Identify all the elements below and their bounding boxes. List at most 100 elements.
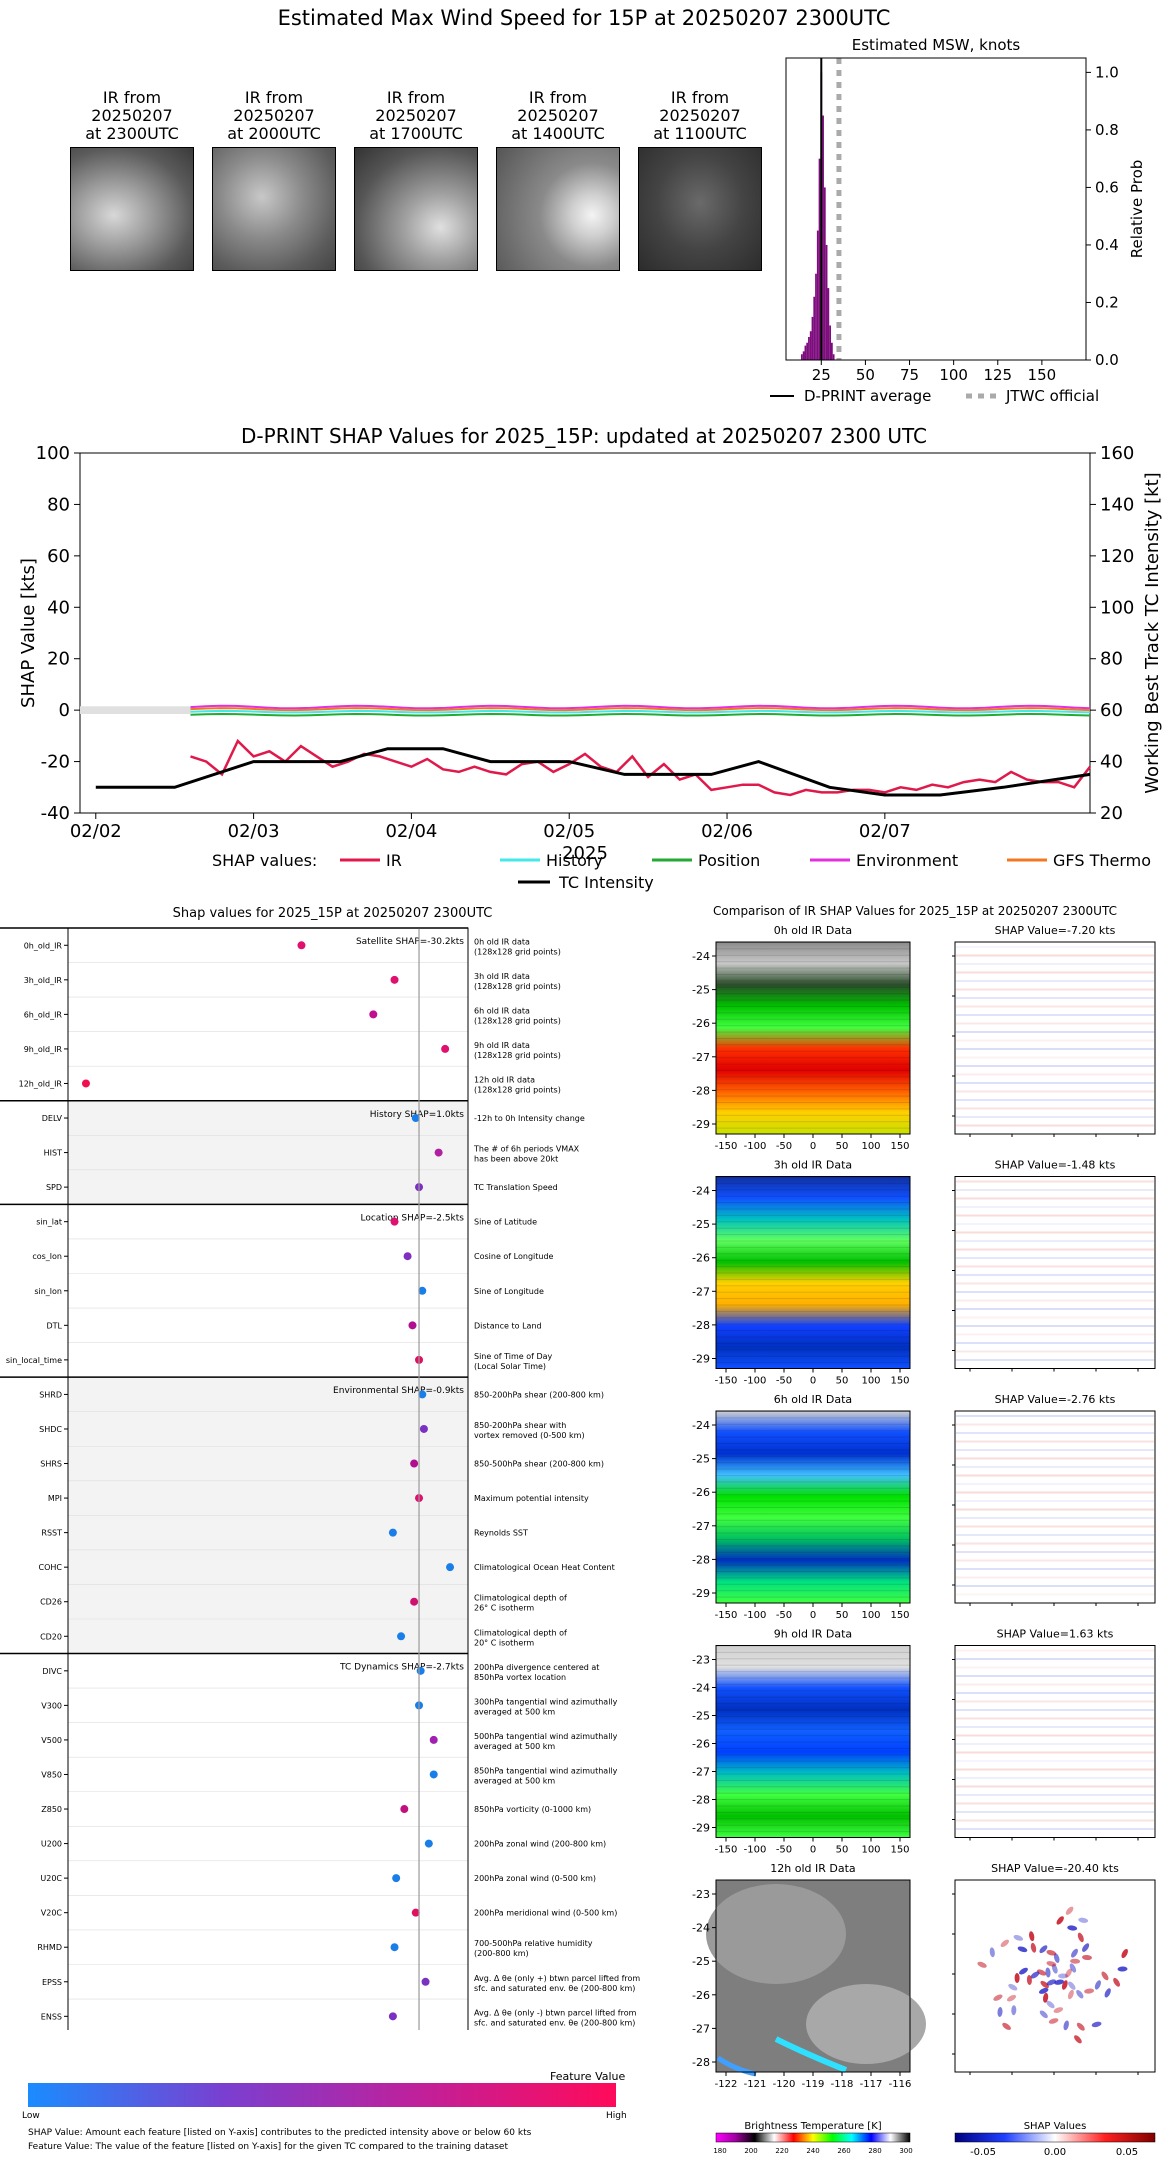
feature-shap-point [429, 1735, 438, 1744]
ts-legend-label: GFS Thermo [1053, 851, 1151, 870]
ir-data-stripe [716, 1208, 910, 1210]
shap-stripe [956, 1551, 1154, 1553]
footnote-shap: SHAP Value: Amount each feature [listed … [28, 2128, 532, 2138]
shap-stripe [956, 1039, 1154, 1042]
feature-label: Z850 [41, 1805, 62, 1814]
shap-blob [1117, 1966, 1128, 1972]
shap-blob [1056, 1916, 1064, 1925]
ir-data-stripe [716, 1044, 910, 1046]
environment-line [190, 704, 1091, 710]
shap-stripe [956, 1828, 1154, 1830]
msw-bar [802, 351, 805, 360]
ir-xtick-label: -150 [715, 1845, 738, 1856]
ir-thumbnail-image [496, 147, 620, 271]
shap-colorbar-tick: 0.05 [1116, 2147, 1138, 2158]
ir-data-stripe [716, 948, 910, 950]
ir-data-stripe [716, 1102, 910, 1103]
shap-blob [989, 1947, 995, 1958]
ir-data-stripe [716, 1831, 910, 1833]
ir-data-stripe [716, 1487, 910, 1489]
ir-ytick-label: -25 [692, 1710, 710, 1723]
ir-data-stripe [716, 1070, 910, 1071]
shap-stripe [956, 1802, 1154, 1805]
shap-stripe [956, 980, 1154, 982]
feature-frame [67, 927, 469, 2030]
ir-thumb-caption: 20250207 [375, 106, 457, 125]
feature-description: 850hPa vortex location [474, 1673, 566, 1682]
shap-stripe [956, 1231, 1154, 1234]
feature-shap-point [424, 1839, 433, 1848]
ir-data-stripe [716, 967, 910, 969]
ir-data-stripe [716, 1754, 910, 1756]
ir-data-stripe [716, 1551, 910, 1553]
shap-blob [1038, 1987, 1049, 1994]
feature-description: The # of 6h periods VMAX [473, 1145, 580, 1154]
ir-thumb-caption: 20250207 [233, 106, 315, 125]
feature-label: U200 [41, 1840, 62, 1849]
msw-ylabel: Relative Prob [1128, 160, 1146, 259]
ir-ytick-label: -28 [692, 1084, 710, 1097]
shap-stripe [956, 1568, 1154, 1570]
ts-y2tick-label: 160 [1100, 443, 1134, 464]
feature-label: HIST [44, 1149, 62, 1158]
msw-bar [829, 325, 831, 360]
ts-legend-label: Environment [856, 851, 958, 870]
shap-stripe [956, 1717, 1154, 1720]
feature-label: CD26 [40, 1598, 62, 1607]
feature-description: Climatological Ocean Heat Content [474, 1563, 615, 1572]
feature-shap-point [434, 1148, 443, 1157]
ir-data-stripe [716, 1121, 910, 1123]
feature-description: 26° C isotherm [474, 1604, 534, 1613]
ir-xtick-label: -119 [802, 2079, 825, 2090]
ir-data-stripe [716, 1278, 910, 1280]
feature-description: (Local Solar Time) [474, 1362, 546, 1371]
ir-data-stripe [716, 1455, 910, 1457]
ir-data-stripe [716, 1767, 910, 1769]
msw-xtick-label: 75 [900, 366, 919, 384]
ir-data-stripe [716, 1417, 910, 1419]
shap-stripe [956, 1709, 1154, 1711]
msw-ytick-label: 0.2 [1095, 293, 1119, 311]
ir-data-stripe [716, 1596, 910, 1598]
shap-stripe [956, 1214, 1154, 1217]
shap-stripe [956, 1342, 1154, 1344]
legend-dprint-label: D-PRINT average [804, 387, 931, 405]
ir-xtick-label: 50 [836, 1141, 849, 1152]
ir-data-stripe [716, 1012, 910, 1014]
ir-thumbnail-image [638, 147, 762, 271]
ir-compare-title: Comparison of IR SHAP Values for 2025_15… [713, 904, 1117, 918]
feature-shap-point [441, 1044, 450, 1053]
ir-data-stripe [716, 1571, 910, 1572]
feature-label: 12h_old_IR [19, 1079, 63, 1088]
msw-bar [801, 354, 803, 360]
ir-thumb-caption: IR from [386, 88, 446, 107]
ir-data-stripe [716, 1481, 910, 1483]
shap-colorbar-label: SHAP Values [1024, 2121, 1087, 2132]
ir-xtick-label: 50 [836, 1610, 849, 1621]
shap-stripe [956, 1014, 1154, 1016]
ts-ytick-label: 20 [47, 649, 70, 670]
ir-xtick-label: 50 [836, 1376, 849, 1387]
ir-thumb-caption: 20250207 [91, 106, 173, 125]
shap-blob [997, 2007, 1003, 2017]
feature-label: 3h_old_IR [24, 976, 63, 985]
shap-blob [1077, 1932, 1084, 1943]
ir-data-image [716, 1176, 910, 1369]
ir-thumb-caption: 20250207 [517, 106, 599, 125]
feature-label: V20C [41, 1909, 63, 1918]
shap-blob [1039, 1945, 1048, 1954]
feature-description: 200hPa zonal wind (0-500 km) [474, 1874, 596, 1883]
ir-xtick-label: -121 [744, 2079, 767, 2090]
colorbar-title: Feature Value [550, 2070, 626, 2083]
shap-blob [1091, 2021, 1102, 2028]
msw-bar [816, 230, 819, 360]
feature-label: sin_lat [36, 1218, 62, 1227]
ir-data-stripe [716, 1558, 910, 1560]
ir-data-stripe [716, 1741, 910, 1743]
shap-stripe [956, 1291, 1154, 1293]
ir-data-stripe [716, 1050, 910, 1052]
feature-label: RHMD [37, 1943, 62, 1952]
colorbar-low-label: Low [22, 2111, 40, 2121]
ir-data-stripe [716, 1304, 910, 1306]
ir-panel-title: 3h old IR Data [774, 1159, 852, 1172]
